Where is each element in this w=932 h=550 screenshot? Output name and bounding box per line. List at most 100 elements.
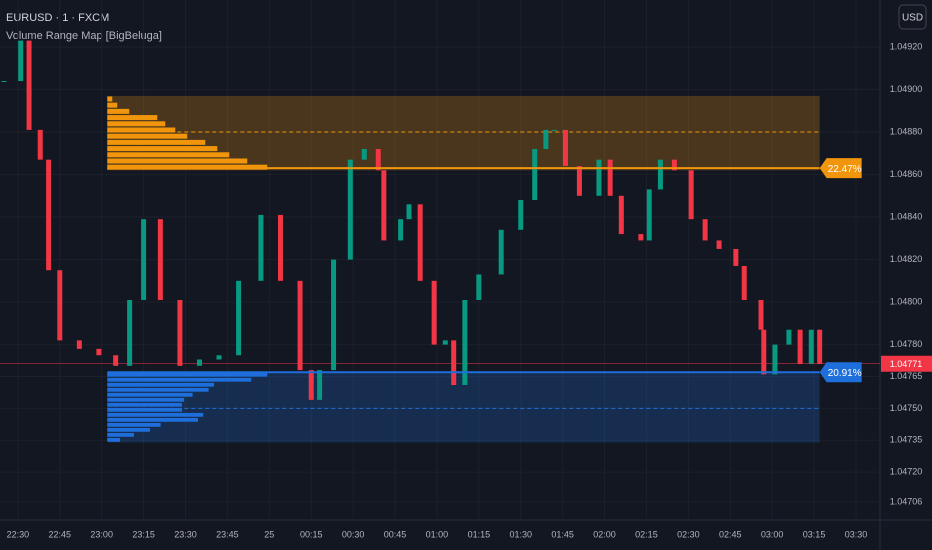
currency-label[interactable]: USD — [902, 13, 923, 24]
candle — [808, 329, 814, 364]
currency-button[interactable] — [898, 4, 927, 30]
volume-profile-bar — [107, 377, 252, 382]
last-price-tag — [881, 355, 932, 372]
zone-box — [107, 95, 820, 171]
x-tick-label: 00:30 — [342, 529, 365, 539]
volume-profile-bar — [107, 152, 230, 158]
candle — [618, 195, 624, 235]
candle — [817, 329, 823, 364]
candle — [772, 344, 778, 375]
candle — [758, 299, 764, 330]
candle — [596, 159, 602, 196]
candle — [375, 149, 381, 171]
volume-profile-bar — [107, 96, 113, 102]
x-tick-label: 00:15 — [300, 529, 323, 539]
volume-profile-bar — [107, 432, 134, 437]
zone-label-tag — [819, 362, 862, 383]
candle — [141, 219, 147, 300]
y-tick-label: 1.04765 — [890, 371, 923, 381]
plot: 1.04920 1.04900 1.04880 1.04860 1.04840 1.048… — [0, 40, 923, 540]
candle — [498, 229, 504, 275]
candle — [258, 214, 264, 281]
x-tick-label: 00:45 — [384, 529, 407, 539]
volume-profile-bar — [107, 437, 121, 442]
candle — [157, 219, 163, 300]
candle — [797, 329, 803, 364]
volume-profile-bar — [107, 108, 130, 114]
y-tick-label: 1.04820 — [890, 254, 923, 264]
candle — [462, 299, 468, 386]
y-tick-label: 1.04800 — [890, 296, 923, 306]
volume-profile-bar — [107, 127, 176, 133]
candle — [786, 329, 792, 345]
candle — [532, 149, 538, 201]
volume-profile-bar — [107, 427, 150, 432]
candle — [1, 80, 7, 82]
candle — [196, 359, 202, 366]
y-tick-label: 1.04780 — [890, 339, 923, 349]
candle — [716, 240, 722, 249]
volume-profile-bar — [107, 407, 182, 412]
candle — [733, 248, 739, 266]
x-tick-label: 03:00 — [761, 529, 784, 539]
candle — [381, 170, 387, 241]
x-tick-label: 02:00 — [593, 529, 616, 539]
volume-profile-bar — [107, 158, 248, 164]
volume-profile-bar — [107, 133, 188, 139]
x-tick-label: 02:30 — [677, 529, 700, 539]
candle — [406, 204, 412, 220]
candle — [347, 159, 353, 260]
x-tick-label: 22:45 — [49, 529, 72, 539]
volume-profile-bar — [107, 121, 166, 127]
volume-profile-bar — [107, 146, 218, 152]
x-tick-label: 23:00 — [90, 529, 113, 539]
candle — [308, 370, 314, 400]
volume-profile-bar — [107, 412, 204, 417]
volume-profile-bar — [107, 139, 206, 145]
candle — [46, 159, 52, 271]
candle — [646, 189, 652, 241]
candle — [638, 234, 644, 241]
x-tick-label: 23:15 — [132, 529, 155, 539]
y-tick-label: 1.04750 — [890, 403, 923, 413]
candle — [476, 274, 482, 300]
candle — [576, 166, 582, 196]
candle — [57, 270, 63, 341]
x-tick-label: 01:30 — [509, 529, 532, 539]
x-tick-label: 02:45 — [719, 529, 742, 539]
zone-label: 20.91% — [828, 368, 862, 379]
x-tick-label: 25 — [264, 529, 274, 539]
candle — [417, 204, 423, 281]
zone-label-tag — [819, 158, 862, 179]
x-tick-label: 02:15 — [635, 529, 658, 539]
candle — [331, 259, 337, 371]
y-tick-label: 1.04880 — [890, 126, 923, 136]
candle — [398, 219, 404, 241]
candle — [551, 129, 557, 131]
candle — [317, 370, 323, 400]
indicator-name: Volume Range Map [BigBeluga] — [6, 30, 162, 42]
candle — [442, 340, 448, 345]
volume-profile-bar — [107, 372, 268, 377]
y-tick-label: 1.04720 — [890, 467, 923, 477]
volume-profile-bar — [107, 382, 214, 387]
volume-profile-bar — [107, 392, 193, 397]
x-tick-label: 03:30 — [845, 529, 868, 539]
y-tick-label: 1.04706 — [890, 496, 923, 506]
candle — [96, 348, 102, 356]
candle — [431, 280, 437, 345]
candle — [688, 170, 694, 220]
candle — [657, 159, 663, 190]
x-tick-label: 03:15 — [803, 529, 826, 539]
candle — [177, 299, 183, 366]
volume-profile-bar — [107, 422, 161, 427]
volume-profile-bar — [107, 417, 198, 422]
x-tick-label: 01:00 — [426, 529, 449, 539]
candle — [216, 355, 222, 360]
candle — [518, 200, 524, 230]
x-tick-label: 23:45 — [216, 529, 239, 539]
volume-profile-bar — [107, 387, 209, 392]
candle — [26, 40, 32, 130]
volume-profile-bar — [107, 115, 158, 121]
candle — [37, 129, 43, 160]
